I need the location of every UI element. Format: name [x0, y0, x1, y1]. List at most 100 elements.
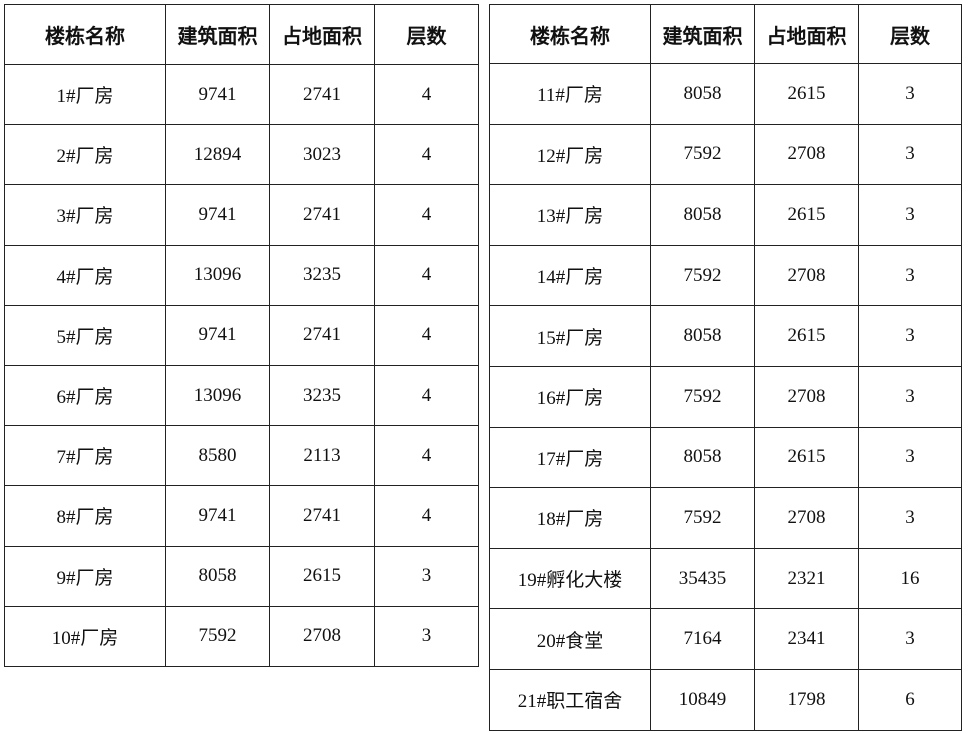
cell-floors: 3 — [858, 63, 962, 125]
cell-floors: 3 — [858, 487, 962, 549]
table-row: 7#厂房 8580 2113 4 — [4, 425, 479, 487]
cell-floor-area: 7592 — [650, 123, 755, 186]
table-row: 14#厂房 7592 2708 3 — [489, 244, 962, 307]
cell-floors: 4 — [374, 63, 479, 126]
cell-floor-area: 9741 — [165, 304, 270, 366]
cell-building-name: 9#厂房 — [4, 545, 166, 607]
cell-building-name: 3#厂房 — [4, 184, 166, 246]
header-building-name: 楼栋名称 — [489, 4, 651, 64]
cell-floors: 6 — [858, 668, 962, 731]
table-row: 13#厂房 8058 2615 3 — [489, 184, 962, 246]
table-row: 19#孵化大楼 35435 2321 16 — [489, 547, 962, 610]
cell-floors: 4 — [374, 485, 479, 547]
cell-floors: 3 — [858, 426, 962, 489]
table-row: 10#厂房 7592 2708 3 — [4, 605, 479, 667]
cell-land-area: 2708 — [754, 123, 859, 186]
cell-land-area: 3023 — [269, 124, 375, 186]
cell-land-area: 2321 — [754, 547, 859, 610]
cell-floor-area: 35435 — [650, 547, 755, 610]
cell-land-area: 2615 — [269, 545, 375, 607]
cell-floor-area: 8580 — [165, 425, 270, 487]
cell-floor-area: 8058 — [650, 63, 755, 125]
building-table-left: 楼栋名称 建筑面积 占地面积 层数 1#厂房 9741 2741 4 2#厂房 12894… — [4, 4, 479, 667]
cell-floors: 4 — [374, 425, 479, 487]
cell-floor-area: 13096 — [165, 364, 270, 427]
cell-building-name: 7#厂房 — [4, 425, 166, 487]
table-row: 4#厂房 13096 3235 4 — [4, 244, 479, 306]
cell-land-area: 2615 — [754, 426, 859, 489]
cell-building-name: 6#厂房 — [4, 364, 166, 427]
building-table-right: 楼栋名称 建筑面积 占地面积 层数 11#厂房 8058 2615 3 12#厂房 759… — [489, 4, 962, 731]
cell-building-name: 2#厂房 — [4, 124, 166, 186]
cell-floor-area: 7592 — [650, 487, 755, 549]
cell-floor-area: 8058 — [650, 184, 755, 246]
cell-floors: 3 — [858, 365, 962, 428]
cell-floors: 4 — [374, 184, 479, 246]
cell-floor-area: 8058 — [650, 426, 755, 489]
cell-land-area: 2708 — [754, 244, 859, 307]
cell-building-name: 21#职工宿舍 — [489, 668, 651, 731]
cell-building-name: 19#孵化大楼 — [489, 547, 651, 610]
cell-land-area: 2113 — [269, 425, 375, 487]
cell-land-area: 2615 — [754, 63, 859, 125]
cell-land-area: 2741 — [269, 63, 375, 126]
cell-floor-area: 7164 — [650, 608, 755, 670]
cell-land-area: 3235 — [269, 364, 375, 427]
cell-building-name: 10#厂房 — [4, 605, 166, 667]
cell-floors: 3 — [858, 184, 962, 246]
cell-floor-area: 7592 — [165, 605, 270, 667]
cell-land-area: 2741 — [269, 304, 375, 366]
cell-land-area: 2741 — [269, 485, 375, 547]
cell-floor-area: 9741 — [165, 63, 270, 126]
header-floor-area: 建筑面积 — [650, 4, 755, 64]
header-row: 楼栋名称 建筑面积 占地面积 层数 — [489, 4, 962, 64]
header-building-name: 楼栋名称 — [4, 4, 166, 65]
cell-floors: 4 — [374, 364, 479, 427]
cell-floors: 3 — [858, 244, 962, 307]
table-row: 2#厂房 12894 3023 4 — [4, 124, 479, 186]
cell-floors: 3 — [858, 305, 962, 367]
table-row: 9#厂房 8058 2615 3 — [4, 545, 479, 607]
table-row: 3#厂房 9741 2741 4 — [4, 184, 479, 246]
cell-building-name: 14#厂房 — [489, 244, 651, 307]
cell-floor-area: 9741 — [165, 485, 270, 547]
table-row: 12#厂房 7592 2708 3 — [489, 123, 962, 186]
cell-floors: 3 — [858, 608, 962, 670]
cell-floors: 4 — [374, 304, 479, 366]
cell-building-name: 13#厂房 — [489, 184, 651, 246]
cell-building-name: 20#食堂 — [489, 608, 651, 670]
cell-building-name: 18#厂房 — [489, 487, 651, 549]
cell-floors: 4 — [374, 244, 479, 306]
cell-floors: 3 — [858, 123, 962, 186]
cell-building-name: 8#厂房 — [4, 485, 166, 547]
cell-building-name: 4#厂房 — [4, 244, 166, 306]
table-row: 11#厂房 8058 2615 3 — [489, 63, 962, 125]
cell-land-area: 2708 — [754, 365, 859, 428]
cell-floors: 3 — [374, 545, 479, 607]
cell-floor-area: 8058 — [165, 545, 270, 607]
table-row: 8#厂房 9741 2741 4 — [4, 485, 479, 547]
cell-land-area: 2741 — [269, 184, 375, 246]
table-row: 16#厂房 7592 2708 3 — [489, 365, 962, 428]
cell-land-area: 2341 — [754, 608, 859, 670]
table-row: 5#厂房 9741 2741 4 — [4, 304, 479, 366]
header-floors: 层数 — [374, 4, 479, 65]
cell-building-name: 1#厂房 — [4, 63, 166, 126]
header-floors: 层数 — [858, 4, 962, 64]
cell-building-name: 5#厂房 — [4, 304, 166, 366]
cell-building-name: 12#厂房 — [489, 123, 651, 186]
cell-floors: 3 — [374, 605, 479, 667]
header-land-area: 占地面积 — [269, 4, 375, 65]
cell-building-name: 11#厂房 — [489, 63, 651, 125]
cell-building-name: 16#厂房 — [489, 365, 651, 428]
cell-building-name: 17#厂房 — [489, 426, 651, 489]
cell-floor-area: 7592 — [650, 365, 755, 428]
header-floor-area: 建筑面积 — [165, 4, 270, 65]
table-row: 18#厂房 7592 2708 3 — [489, 487, 962, 549]
cell-land-area: 1798 — [754, 668, 859, 731]
table-row: 1#厂房 9741 2741 4 — [4, 63, 479, 126]
table-row: 21#职工宿舍 10849 1798 6 — [489, 668, 962, 731]
cell-building-name: 15#厂房 — [489, 305, 651, 367]
table-row: 6#厂房 13096 3235 4 — [4, 364, 479, 427]
cell-floor-area: 8058 — [650, 305, 755, 367]
